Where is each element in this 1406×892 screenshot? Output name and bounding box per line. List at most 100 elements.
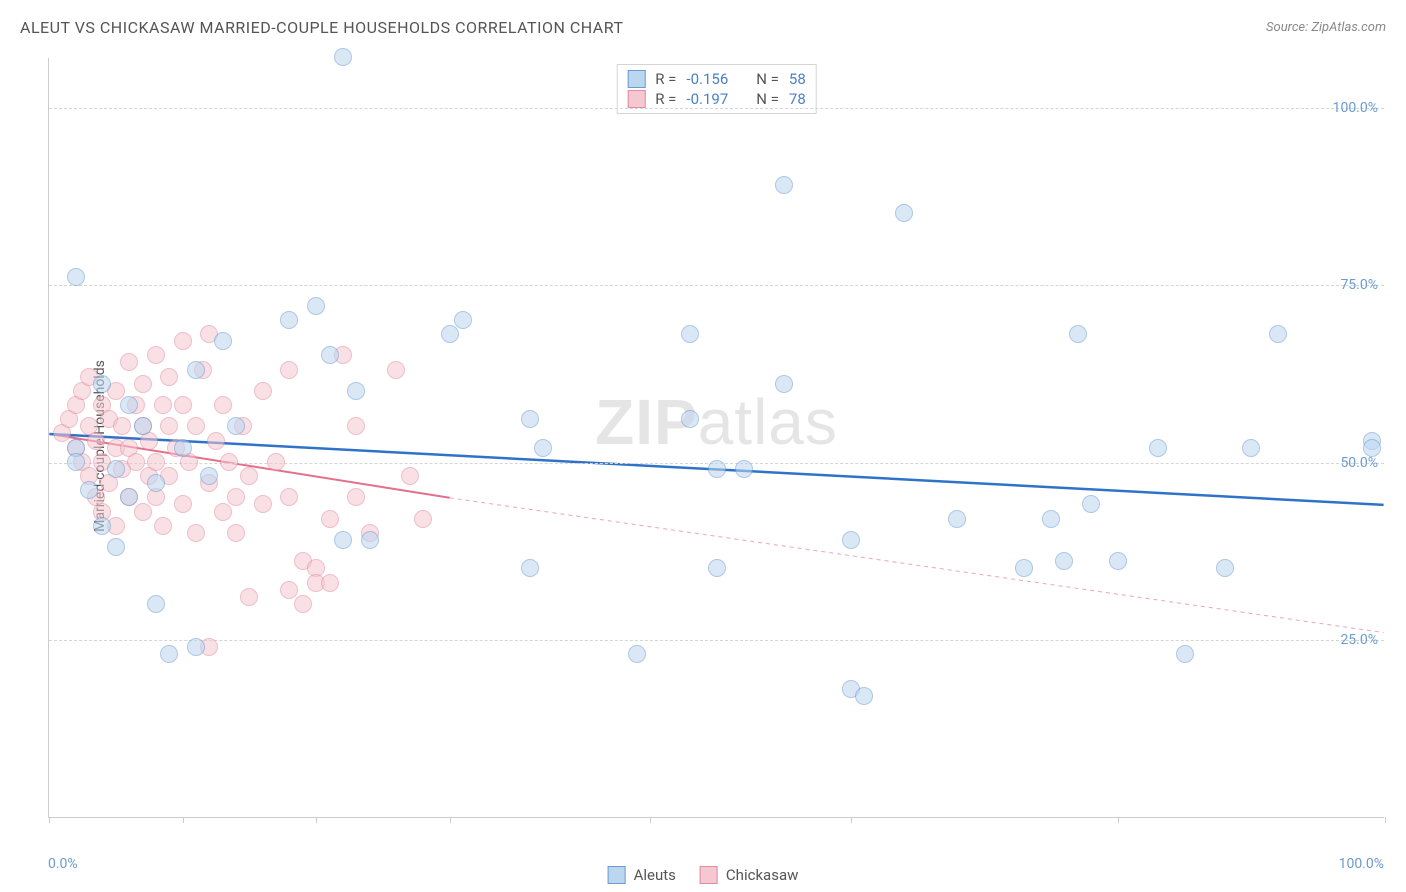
correlation-stats-box: R = -0.156 N = 58 R = -0.197 N = 78 xyxy=(616,64,817,114)
scatter-point xyxy=(113,417,131,435)
scatter-point xyxy=(93,375,111,393)
scatter-point xyxy=(855,687,873,705)
scatter-point xyxy=(1055,552,1073,570)
scatter-point xyxy=(187,638,205,656)
x-tick-mark xyxy=(1118,817,1119,823)
legend-item-aleuts: Aleuts xyxy=(608,866,676,884)
y-tick-label: 75.0% xyxy=(1340,277,1378,293)
scatter-point xyxy=(361,531,379,549)
scatter-point xyxy=(107,460,125,478)
y-tick-label: 25.0% xyxy=(1340,632,1378,648)
scatter-point xyxy=(321,510,339,528)
swatch-aleuts xyxy=(627,70,645,88)
scatter-point xyxy=(174,332,192,350)
scatter-point xyxy=(187,417,205,435)
scatter-point xyxy=(681,325,699,343)
scatter-point xyxy=(401,467,419,485)
scatter-point xyxy=(708,559,726,577)
scatter-point xyxy=(1082,495,1100,513)
scatter-point xyxy=(521,559,539,577)
trend-lines xyxy=(49,58,1384,817)
scatter-point xyxy=(127,453,145,471)
scatter-point xyxy=(454,311,472,329)
gridline xyxy=(49,285,1384,286)
scatter-point xyxy=(87,432,105,450)
scatter-point xyxy=(280,581,298,599)
scatter-point xyxy=(154,396,172,414)
stats-row-aleuts: R = -0.156 N = 58 xyxy=(627,69,806,89)
scatter-point xyxy=(147,453,165,471)
scatter-point xyxy=(347,382,365,400)
scatter-point xyxy=(414,510,432,528)
scatter-point xyxy=(240,588,258,606)
scatter-point xyxy=(534,439,552,457)
scatter-point xyxy=(895,204,913,222)
scatter-point xyxy=(321,346,339,364)
source-attribution: Source: ZipAtlas.com xyxy=(1266,20,1386,35)
x-tick-mark xyxy=(316,817,317,823)
scatter-point xyxy=(708,460,726,478)
scatter-point xyxy=(134,375,152,393)
scatter-point xyxy=(174,439,192,457)
legend-label: Chickasaw xyxy=(726,866,798,884)
scatter-point xyxy=(134,417,152,435)
x-axis-max: 100.0% xyxy=(1339,856,1384,872)
gridline xyxy=(49,640,1384,641)
scatter-point xyxy=(200,467,218,485)
scatter-point xyxy=(307,297,325,315)
x-tick-mark xyxy=(1385,817,1386,823)
scatter-point xyxy=(521,410,539,428)
scatter-point xyxy=(67,453,85,471)
scatter-point xyxy=(1242,439,1260,457)
scatter-point xyxy=(174,495,192,513)
x-tick-mark xyxy=(450,817,451,823)
scatter-point xyxy=(120,396,138,414)
scatter-point xyxy=(842,531,860,549)
scatter-point xyxy=(628,645,646,663)
scatter-point xyxy=(214,332,232,350)
scatter-point xyxy=(120,488,138,506)
scatter-point xyxy=(735,460,753,478)
y-tick-label: 50.0% xyxy=(1340,455,1378,471)
scatter-point xyxy=(321,574,339,592)
scatter-point xyxy=(67,268,85,286)
scatter-point xyxy=(147,346,165,364)
scatter-point xyxy=(267,453,285,471)
scatter-point xyxy=(1363,439,1381,457)
scatter-point xyxy=(160,368,178,386)
legend-label: Aleuts xyxy=(634,866,676,884)
watermark: ZIPatlas xyxy=(595,385,838,459)
bottom-legend: Aleuts Chickasaw xyxy=(608,866,799,884)
scatter-point xyxy=(214,396,232,414)
scatter-point xyxy=(387,361,405,379)
scatter-point xyxy=(334,531,352,549)
scatter-point xyxy=(1216,559,1234,577)
scatter-point xyxy=(187,361,205,379)
gridline xyxy=(49,108,1384,109)
scatter-point xyxy=(187,524,205,542)
scatter-point xyxy=(1042,510,1060,528)
scatter-point xyxy=(207,432,225,450)
scatter-point xyxy=(80,481,98,499)
scatter-point xyxy=(93,517,111,535)
scatter-point xyxy=(240,467,258,485)
scatter-point xyxy=(775,375,793,393)
scatter-point xyxy=(347,488,365,506)
scatter-point xyxy=(154,517,172,535)
scatter-point xyxy=(280,361,298,379)
scatter-point xyxy=(1269,325,1287,343)
scatter-point xyxy=(1176,645,1194,663)
scatter-point xyxy=(1109,552,1127,570)
scatter-point xyxy=(1149,439,1167,457)
legend-item-chickasaw: Chickasaw xyxy=(700,866,798,884)
chart-title: ALEUT VS CHICKASAW MARRIED-COUPLE HOUSEH… xyxy=(20,18,624,37)
scatter-point xyxy=(220,453,238,471)
x-axis-min: 0.0% xyxy=(48,856,78,872)
scatter-point xyxy=(1015,559,1033,577)
scatter-point xyxy=(948,510,966,528)
scatter-point xyxy=(334,48,352,66)
scatter-point xyxy=(227,488,245,506)
scatter-point xyxy=(107,538,125,556)
x-tick-mark xyxy=(183,817,184,823)
scatter-point xyxy=(294,595,312,613)
